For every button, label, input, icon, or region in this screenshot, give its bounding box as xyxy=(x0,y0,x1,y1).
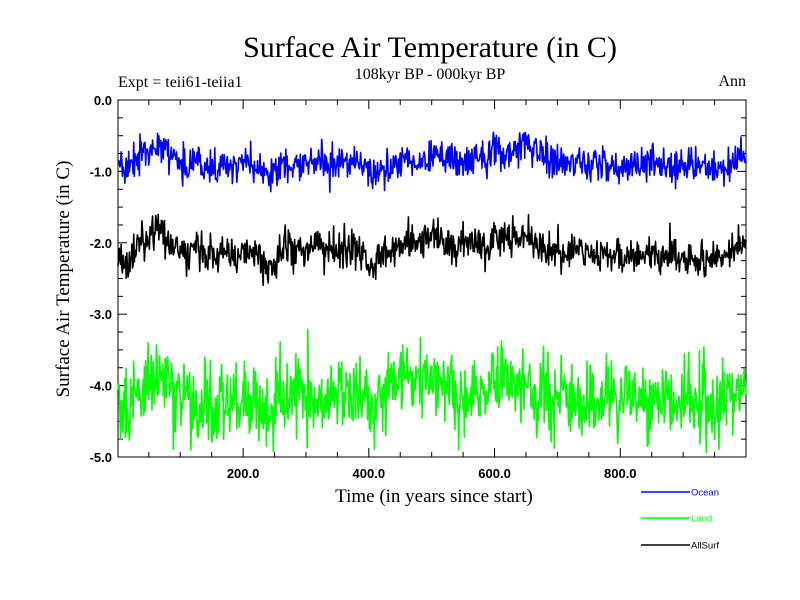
x-tick-label: 600.0 xyxy=(478,466,511,481)
y-tick-label: 0.0 xyxy=(94,93,112,108)
y-tick-label: -5.0 xyxy=(90,450,112,465)
experiment-label: Expt = teii61-teiia1 xyxy=(118,74,243,91)
season-label: Ann xyxy=(718,73,746,90)
series-line-ocean xyxy=(117,131,747,193)
series-line-land xyxy=(117,328,747,454)
legend-label-allsurf: AllSurf xyxy=(691,541,719,552)
axis-tick-labels: 0.0 -1.0 -2.0 -3.0 -4.0 -5.0 200.0 400.0 600.0 80… xyxy=(90,93,637,481)
series-line-allsurf xyxy=(117,213,747,287)
x-tick-label: 800.0 xyxy=(604,466,637,481)
x-tick-label: 400.0 xyxy=(353,466,386,481)
chart-subtitle: 108kyr BP - 000kyr BP xyxy=(355,66,506,83)
y-tick-label: -2.0 xyxy=(90,236,112,251)
x-axis-title: Time (in years since start) xyxy=(335,486,533,507)
x-tick-label: 200.0 xyxy=(227,466,260,481)
series-lines xyxy=(117,131,747,454)
y-tick-label: -4.0 xyxy=(90,379,112,394)
y-tick-label: -3.0 xyxy=(90,307,112,322)
y-axis-title: Surface Air Temperature (in C) xyxy=(53,161,74,398)
legend-label-ocean: Ocean xyxy=(691,488,719,499)
y-tick-label: -1.0 xyxy=(90,164,112,179)
legend: Ocean Land AllSurf xyxy=(641,488,719,552)
chart-title: Surface Air Temperature (in C) xyxy=(243,31,617,64)
legend-label-land: Land xyxy=(691,514,712,525)
